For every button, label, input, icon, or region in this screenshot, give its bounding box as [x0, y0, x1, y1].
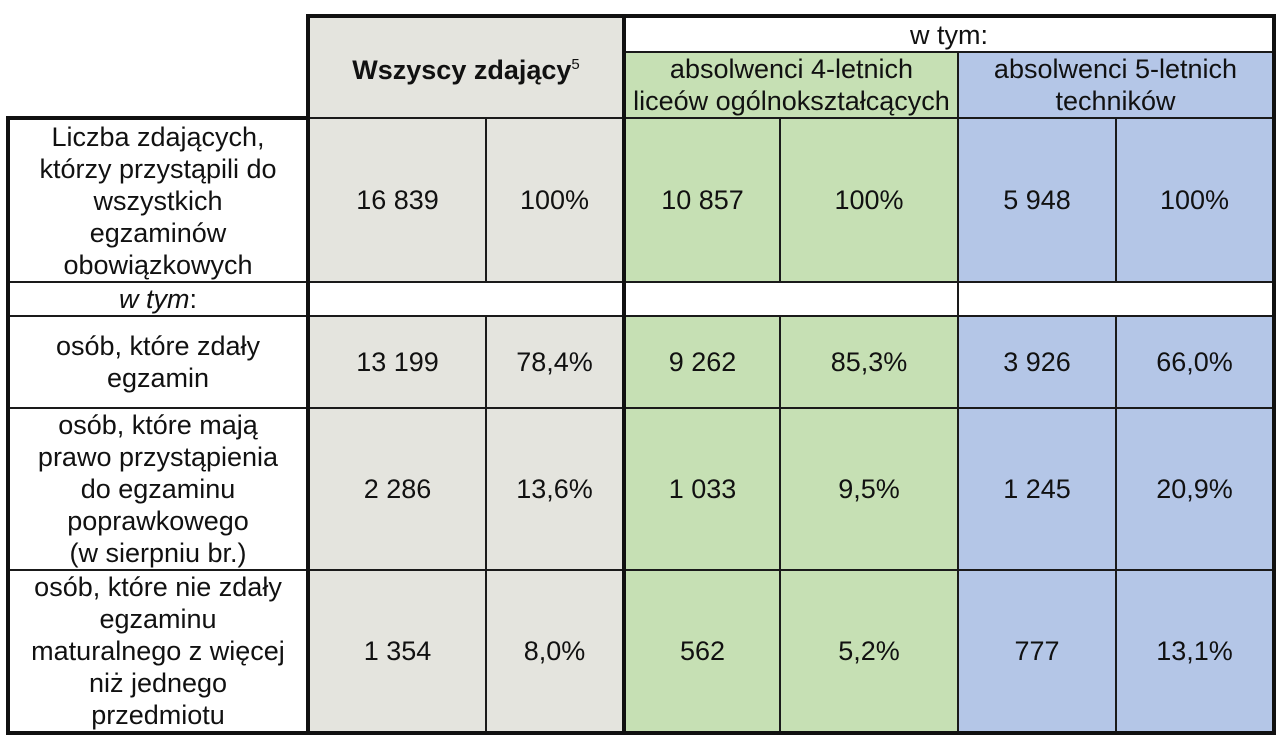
header-empty-corner [8, 16, 308, 118]
row-label-line: egzamin [106, 363, 210, 393]
table-row: osób, które zdały egzamin 13 199 78,4% 9… [6, 315, 1276, 409]
cell-technical-count: 1 245 [957, 407, 1117, 571]
header-group5-line2: techników [1055, 86, 1176, 116]
cell-technical-count: 5 948 [957, 117, 1117, 283]
row-label-line: przedmiotu [91, 700, 225, 730]
cell-lyceum-percent: 5,2% [779, 569, 959, 735]
row-label: Liczba zdających, którzy przystąpili do … [6, 116, 309, 283]
wtym-empty-technical [957, 281, 1276, 317]
header-all-label: Wszyscy zdający [352, 55, 572, 85]
row-label-line: niż jednego [88, 668, 228, 698]
cell-lyceum-count: 9 262 [622, 315, 781, 409]
cell-lyceum-percent: 100% [779, 117, 959, 283]
table-row: osób, które nie zdały egzaminu maturalne… [6, 569, 1276, 735]
row-label-line: Liczba zdających, [51, 121, 265, 152]
cell-all-count: 2 286 [306, 407, 487, 571]
cell-lyceum-count: 562 [622, 569, 781, 735]
table-row-wtym: w tym: [6, 281, 1276, 317]
results-table: Wszyscy zdający5 w tym: absolwenci 4-let… [6, 14, 1276, 735]
row-label-line: obowiązkowych [63, 249, 253, 280]
table-row: osób, które mają prawo przystąpienia do … [6, 407, 1276, 571]
row-label-line: osób, które nie zdały [34, 572, 282, 602]
cell-all-count: 1 354 [306, 569, 487, 735]
row-label-line: którzy przystąpili do [39, 153, 277, 184]
row-label-line: egzaminów [89, 217, 227, 248]
cell-all-percent: 100% [485, 117, 625, 283]
row-label-line: (w sierpniu br.) [69, 538, 247, 568]
wtym-empty-all [306, 281, 625, 317]
cell-lyceum-count: 10 857 [622, 117, 781, 283]
row-label-line: osób, które mają [58, 410, 258, 440]
row-label-line: wszystkich [93, 185, 223, 216]
wtym-colon: : [189, 284, 197, 314]
row-label-line: poprawkowego [67, 506, 249, 536]
cell-technical-percent: 13,1% [1115, 569, 1276, 735]
row-label-line: prawo przystąpienia [37, 442, 279, 472]
row-label-line: osób, które zdały [55, 331, 261, 361]
row-label-line: egzaminu [99, 604, 217, 634]
cell-lyceum-percent: 9,5% [779, 407, 959, 571]
cell-all-percent: 8,0% [485, 569, 625, 735]
header-all-candidates: Wszyscy zdający5 [306, 14, 625, 119]
row-label-line: do egzaminu [80, 474, 236, 504]
cell-technical-percent: 66,0% [1115, 315, 1276, 409]
row-label: osób, które zdały egzamin [6, 315, 309, 409]
cell-lyceum-percent: 85,3% [779, 315, 959, 409]
cell-technical-percent: 100% [1115, 117, 1276, 283]
row-label-line: maturalnego z więcej [31, 636, 285, 666]
cell-lyceum-count: 1 033 [622, 407, 781, 571]
row-label: osób, które mają prawo przystąpienia do … [6, 407, 309, 571]
header-group-4-year-lyceum: absolwenci 4-letnich liceów ogólnokształ… [622, 51, 959, 119]
cell-all-percent: 78,4% [485, 315, 625, 409]
header-row-1: Wszyscy zdający5 w tym: [8, 14, 1276, 119]
cell-all-count: 16 839 [306, 117, 487, 283]
cell-technical-count: 777 [957, 569, 1117, 735]
cell-technical-percent: 20,9% [1115, 407, 1276, 571]
row-label-wtym: w tym: [6, 281, 309, 317]
header-all-footnote: 5 [571, 56, 580, 73]
cell-all-count: 13 199 [306, 315, 487, 409]
cell-all-percent: 13,6% [485, 407, 625, 571]
header-row-2: absolwenci 4-letnich liceów ogólnokształ… [8, 51, 1276, 119]
row-label: osób, które nie zdały egzaminu maturalne… [6, 569, 309, 735]
header-group4-line2: liceów ogólnokształcących [633, 86, 950, 116]
header-wtym: w tym: [622, 14, 1276, 53]
header-group-5-year-technical: absolwenci 5-letnich techników [957, 51, 1276, 119]
header-group5-line1: absolwenci 5-letnich [993, 54, 1238, 84]
cell-technical-count: 3 926 [957, 315, 1117, 409]
table-row: Liczba zdających, którzy przystąpili do … [6, 116, 1276, 283]
header-group4-line1: absolwenci 4-letnich [669, 54, 914, 84]
wtym-empty-lyceum [622, 281, 959, 317]
wtym-text: w tym [118, 284, 190, 314]
